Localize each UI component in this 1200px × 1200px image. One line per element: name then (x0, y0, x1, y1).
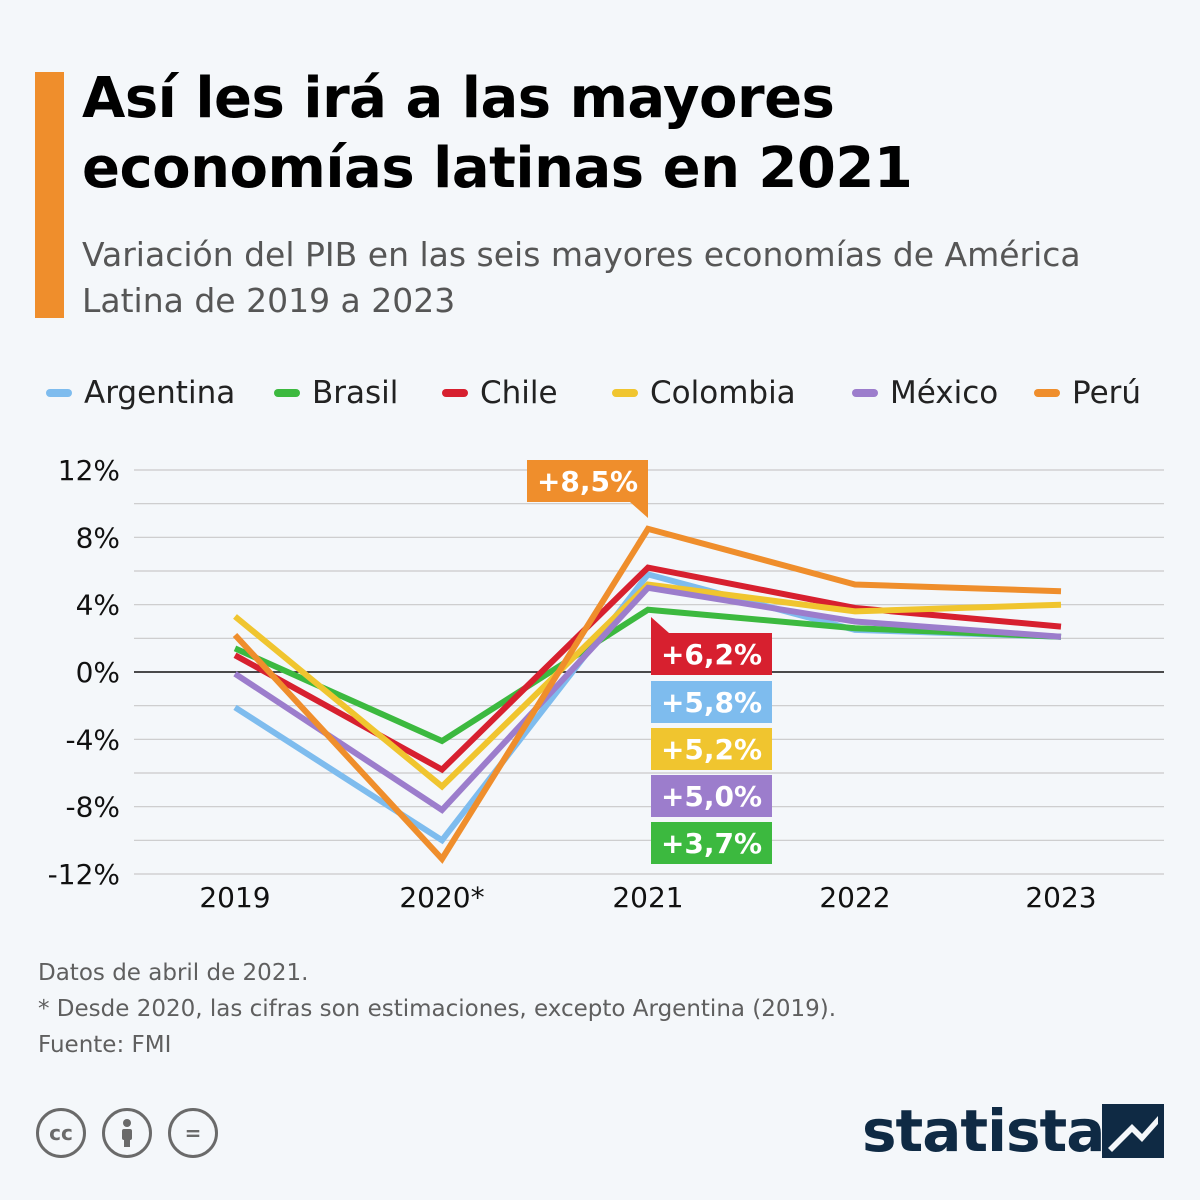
footnote-estimates: * Desde 2020, las cifras son estimacione… (38, 996, 837, 1022)
series-line-perú (232, 525, 1062, 864)
brand-name: statista (862, 1097, 1105, 1165)
callout-label-brasil: +3,7% (661, 827, 762, 860)
legend-swatch (852, 389, 878, 397)
callout-label-colombia: +5,2% (661, 733, 762, 766)
callout-box-chile (651, 633, 772, 675)
callout-label-peru: +8,5% (537, 465, 638, 498)
callout-label-méxico: +5,0% (661, 780, 762, 813)
callout-pointer-chile (651, 617, 669, 633)
legend-item-colombia: Colombia (612, 368, 796, 418)
legend-label: Perú (1072, 375, 1142, 411)
y-tick-label: 12% (58, 454, 120, 487)
legend-label: Argentina (84, 375, 236, 411)
footnote-date: Datos de abril de 2021. (38, 960, 309, 986)
series-line-brasil (233, 606, 1062, 745)
series-line-colombia (233, 581, 1062, 791)
attribution-icon[interactable] (102, 1108, 152, 1158)
callout-box-brasil (651, 822, 772, 864)
cc-icon-text: cc (49, 1121, 73, 1145)
legend-item-perú: Perú (1034, 368, 1141, 418)
title-accent-bar (35, 72, 64, 318)
x-tick-label: 2019 (199, 881, 270, 914)
callout-pointer-peru (630, 502, 648, 518)
source-note: Fuente: FMI (38, 1032, 172, 1058)
legend-label: Brasil (312, 375, 399, 411)
legend-label: Chile (480, 375, 558, 411)
nd-icon-text: = (184, 1121, 202, 1145)
series-line-méxico (233, 584, 1062, 814)
legend-label: México (890, 375, 999, 411)
y-tick-label: 4% (76, 589, 120, 622)
y-tick-label: -8% (65, 791, 120, 824)
legend-item-méxico: México (852, 368, 998, 418)
x-tick-label: 2021 (612, 881, 683, 914)
callout-label-argentina: +5,8% (661, 686, 762, 719)
legend-swatch (46, 389, 72, 397)
y-tick-label: 0% (76, 656, 120, 689)
legend-item-brasil: Brasil (274, 368, 398, 418)
legend-swatch (612, 389, 638, 397)
legend-swatch (442, 389, 468, 397)
y-tick-label: -12% (48, 858, 120, 891)
legend-swatch (274, 389, 300, 397)
x-tick-label: 2023 (1025, 881, 1096, 914)
chart-title: Así les irá a las mayores economías lati… (82, 66, 913, 201)
statista-brand[interactable]: statista (862, 1096, 1172, 1166)
legend-swatch (1034, 389, 1060, 397)
statista-logo-icon (1102, 1104, 1164, 1158)
x-tick-label: 2022 (819, 881, 890, 914)
x-tick-label: 2020* (399, 881, 484, 914)
legend-item-chile: Chile (442, 368, 558, 418)
callout-box-colombia (651, 728, 772, 770)
callout-box-argentina (651, 681, 772, 723)
cc-icon[interactable]: cc (36, 1108, 86, 1158)
y-tick-label: 8% (76, 521, 120, 554)
callout-label-chile: +6,2% (661, 638, 762, 671)
no-derivatives-icon[interactable]: = (168, 1108, 218, 1158)
footnotes: Datos de abril de 2021. * Desde 2020, la… (38, 955, 1138, 1063)
callout-box-méxico (651, 775, 772, 817)
legend: Argentina Brasil Chile Colombia México Perú (46, 368, 1186, 418)
callout-box-peru (527, 460, 648, 502)
y-tick-label: -4% (65, 723, 120, 756)
line-chart: 12% 8% 4% 0% -4% -8% -12% 2019 2020* 2021 2022 2023… (48, 454, 1164, 914)
legend-item-argentina: Argentina (46, 368, 235, 418)
chart-subtitle: Variación del PIB en las seis mayores ec… (82, 235, 1081, 320)
legend-label: Colombia (650, 375, 796, 411)
license-icons: cc = (36, 1108, 234, 1158)
